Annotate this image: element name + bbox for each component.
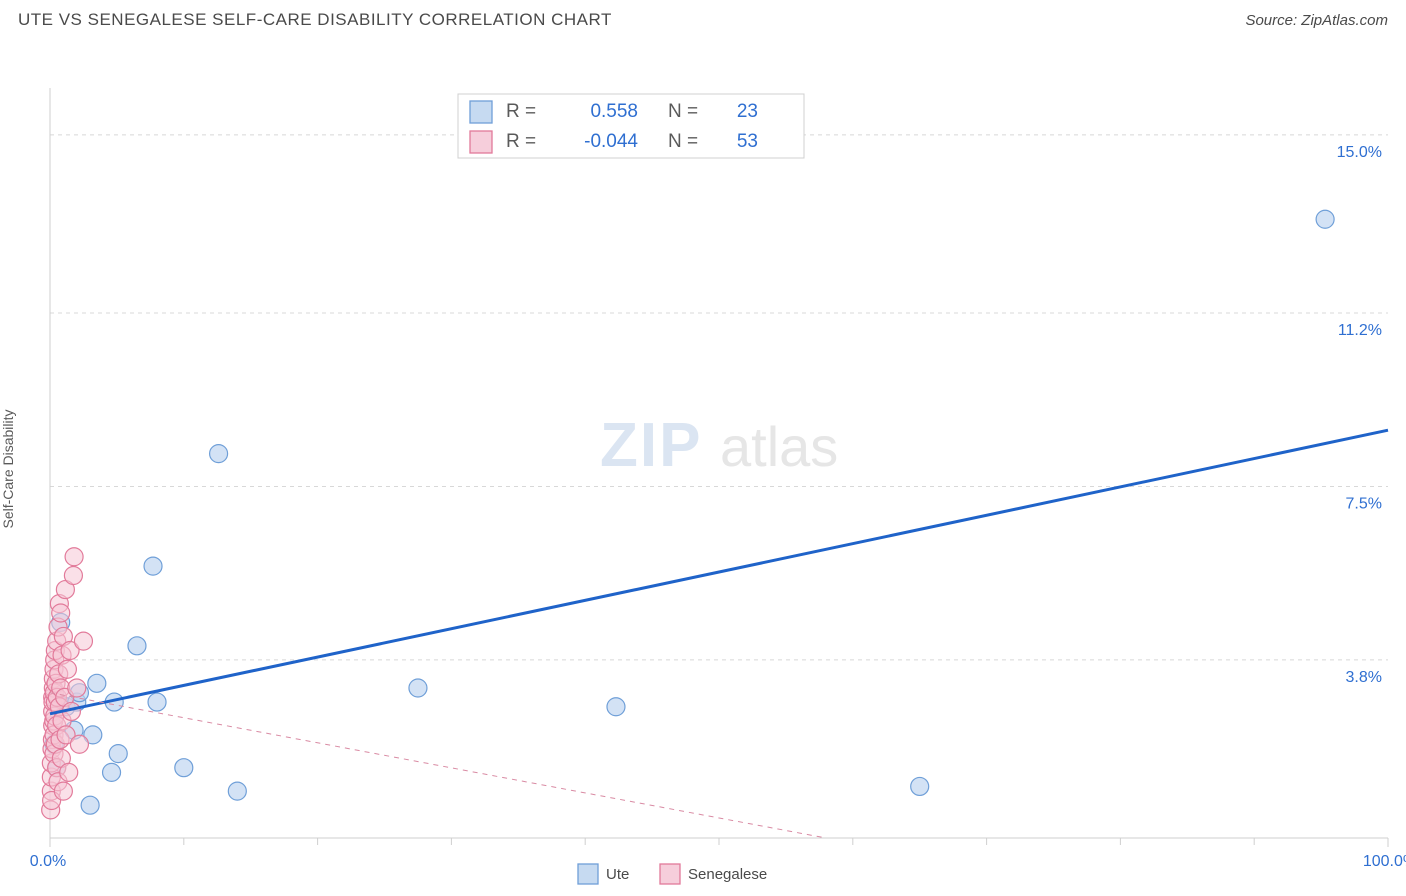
ute-point: [210, 445, 228, 463]
stat-n-label: N =: [668, 131, 698, 152]
ute-point: [911, 777, 929, 795]
y-tick-label: 7.5%: [1346, 496, 1382, 513]
ute-point: [175, 759, 193, 777]
chart-title: UTE VS SENEGALESE SELF-CARE DISABILITY C…: [18, 10, 612, 30]
ute-point: [409, 679, 427, 697]
senegalese-point: [68, 679, 86, 697]
stat-n-value: 53: [737, 131, 758, 152]
watermark-zip: ZIP: [600, 411, 702, 480]
ute-point: [128, 637, 146, 655]
ute-point: [103, 763, 121, 781]
senegalese-legend-swatch-icon: [660, 864, 680, 884]
ute-point: [81, 796, 99, 814]
senegalese-point: [52, 604, 70, 622]
senegalese-point: [60, 763, 78, 781]
ute-legend-swatch-icon: [578, 864, 598, 884]
senegalese-swatch-icon: [470, 131, 492, 153]
ute-point: [88, 674, 106, 692]
y-axis-label: Self-Care Disability: [0, 409, 16, 528]
ute-point: [607, 698, 625, 716]
x-tick-label: 100.0%: [1363, 853, 1406, 870]
ute-regression-line: [50, 430, 1388, 714]
ute-point: [148, 693, 166, 711]
senegalese-regression-line: [50, 693, 826, 838]
correlation-scatter-chart: ZIP atlas 3.8% 7.5% 11.2% 15.0% 0.0% 100.0% R = 0…: [0, 36, 1406, 896]
ute-legend-label: Ute: [606, 866, 629, 883]
stat-r-value: -0.044: [584, 131, 638, 152]
stat-r-label: R =: [506, 131, 536, 152]
stat-n-label: N =: [668, 101, 698, 122]
senegalese-legend-label: Senegalese: [688, 866, 767, 883]
source-label: Source: ZipAtlas.com: [1245, 12, 1388, 29]
senegalese-point: [65, 548, 83, 566]
y-tick-label: 3.8%: [1346, 669, 1382, 686]
ute-point: [109, 745, 127, 763]
senegalese-point: [58, 660, 76, 678]
stat-r-value: 0.558: [590, 101, 638, 122]
watermark-atlas: atlas: [720, 415, 838, 478]
senegalese-point: [54, 782, 72, 800]
x-tick-label: 0.0%: [30, 853, 66, 870]
ute-point: [1316, 210, 1334, 228]
senegalese-point: [70, 735, 88, 753]
y-tick-label: 11.2%: [1338, 322, 1382, 339]
ute-swatch-icon: [470, 101, 492, 123]
ute-point: [144, 557, 162, 575]
ute-point: [228, 782, 246, 800]
senegalese-point: [64, 567, 82, 585]
stat-r-label: R =: [506, 101, 536, 122]
y-tick-label: 15.0%: [1337, 144, 1382, 161]
stat-n-value: 23: [737, 101, 758, 122]
senegalese-point: [74, 632, 92, 650]
